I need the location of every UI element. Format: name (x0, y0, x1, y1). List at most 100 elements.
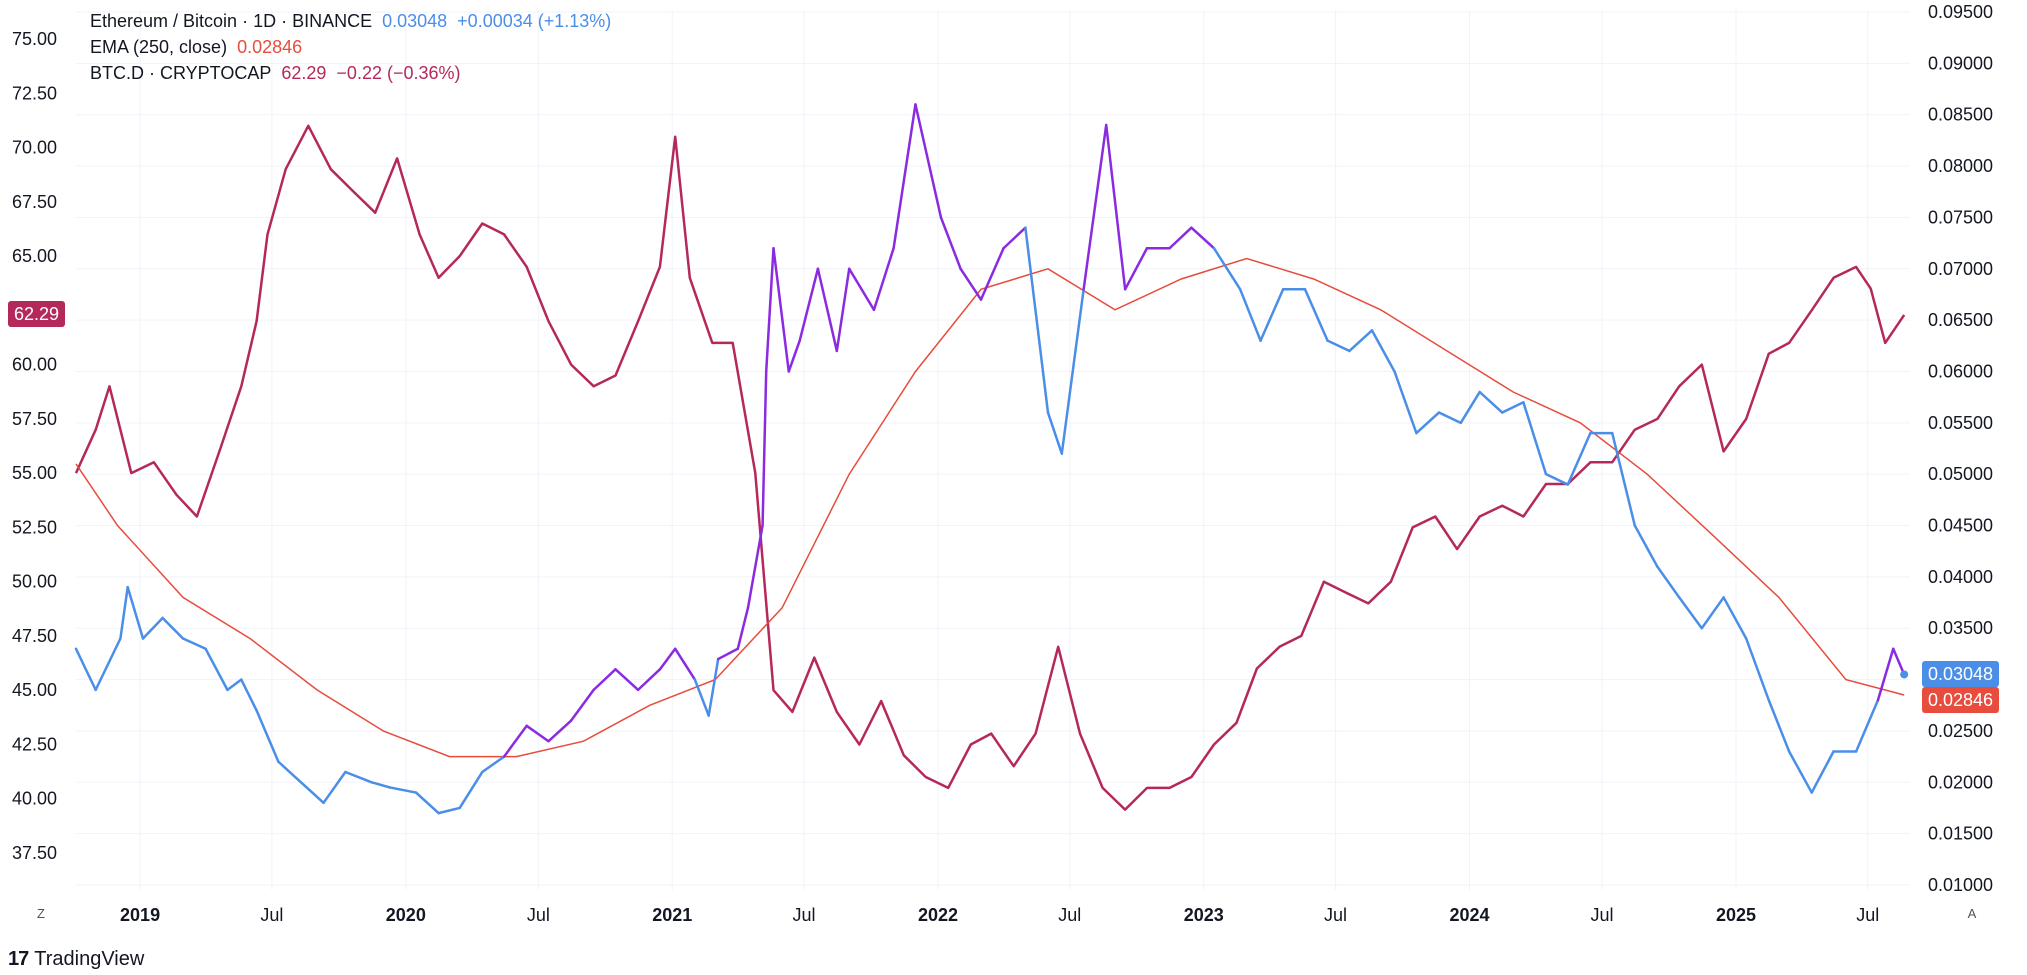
ethbtc-segment[interactable] (1190, 226, 1216, 250)
ethbtc-segment[interactable] (322, 770, 347, 805)
ethbtc-segment[interactable] (1415, 411, 1441, 435)
legend-main-series[interactable]: Ethereum / Bitcoin · 1D · BINANCE 0.03048… (90, 8, 621, 34)
ethbtc-segment[interactable] (939, 216, 962, 271)
ethbtc-segment[interactable] (1610, 431, 1637, 527)
ethbtc-segment[interactable] (119, 585, 129, 640)
ethbtc-segment[interactable] (1370, 329, 1396, 373)
ethbtc-segment[interactable] (636, 668, 662, 692)
ethbtc-segment[interactable] (872, 246, 895, 312)
auto-zoom-button[interactable]: Z (30, 903, 52, 925)
ethbtc-segment[interactable] (1501, 401, 1525, 414)
ethbtc-segment[interactable] (1700, 596, 1725, 630)
ethbtc-segment[interactable] (388, 786, 418, 794)
ethbtc-segment[interactable] (94, 637, 122, 692)
legend-main-change: +0.00034 (+1.13%) (457, 11, 612, 31)
right-axis-tick: 0.09500 (1928, 2, 1993, 22)
ethbtc-segment[interactable] (835, 267, 851, 353)
ethbtc-segment[interactable] (1303, 288, 1329, 342)
ethbtc-segment[interactable] (959, 267, 983, 301)
legend-ema-series[interactable]: EMA (250, close) 0.02846 (90, 34, 621, 60)
ethbtc-segment[interactable] (344, 770, 373, 784)
tradingview-brand[interactable]: 17 TradingView (8, 948, 144, 971)
ethbtc-segment[interactable] (658, 647, 677, 671)
ethbtc-segment[interactable] (1393, 370, 1418, 435)
ethbtc-segment[interactable] (707, 657, 720, 717)
ethbtc-segment[interactable] (437, 806, 461, 815)
ethbtc-segment[interactable] (226, 678, 243, 692)
ethbtc-segment[interactable] (1722, 596, 1748, 640)
ethbtc-segment[interactable] (716, 647, 740, 661)
ethbtc-segment[interactable] (126, 585, 145, 640)
ethbtc-segment[interactable] (181, 637, 207, 651)
ethbtc-segment[interactable] (761, 370, 768, 527)
ethbtc-segment[interactable] (569, 688, 595, 722)
ethbtc-segment[interactable] (1892, 647, 1906, 676)
ethbtc-segment[interactable] (370, 781, 392, 789)
ethbtc-segment[interactable] (772, 246, 791, 373)
ethbtc-segment[interactable] (525, 724, 550, 743)
ethbtc-segment[interactable] (764, 246, 775, 373)
ethbtc-segment[interactable] (1024, 226, 1050, 414)
btcd-line[interactable] (74, 124, 1906, 811)
legend-btcd-series[interactable]: BTC.D · CRYPTOCAP 62.29 −0.22 (−0.36%) (90, 60, 621, 86)
ethbtc-segment[interactable] (1459, 390, 1481, 425)
ethbtc-segment[interactable] (1656, 565, 1681, 599)
ethbtc-segment[interactable] (1544, 472, 1570, 486)
ethbtc-segment[interactable] (746, 524, 764, 609)
ethbtc-segment[interactable] (1326, 339, 1351, 353)
ethbtc-segment[interactable] (1677, 596, 1704, 630)
ethbtc-segment[interactable] (614, 668, 640, 692)
ethbtc-segment[interactable] (979, 246, 1005, 301)
ethbtc-segment[interactable] (1810, 750, 1835, 794)
ethbtc-segment[interactable] (1259, 288, 1285, 342)
ethbtc-segment[interactable] (1002, 226, 1027, 250)
ethbtc-segment[interactable] (1478, 390, 1504, 414)
ethbtc-last-point[interactable] (1900, 670, 1909, 679)
ethbtc-segment[interactable] (277, 760, 303, 784)
ethbtc-segment[interactable] (141, 616, 164, 640)
ethbtc-segment[interactable] (816, 267, 839, 353)
ethbtc-segment[interactable] (1437, 411, 1463, 425)
ethbtc-segment[interactable] (502, 724, 528, 758)
ethbtc-segment[interactable] (1348, 329, 1374, 353)
ethbtc-segment[interactable] (161, 616, 185, 640)
ethbtc-segment[interactable] (1522, 401, 1548, 476)
ethbtc-segment[interactable] (1238, 288, 1262, 342)
ema-line[interactable] (75, 257, 1905, 758)
ethbtc-segment[interactable] (240, 678, 258, 712)
ethbtc-segment[interactable] (736, 606, 750, 651)
ethbtc-segment[interactable] (592, 668, 617, 692)
ethbtc-segment[interactable] (693, 678, 710, 717)
right-axis-tick: 0.04000 (1928, 567, 1993, 587)
ethbtc-segment[interactable] (481, 755, 506, 774)
ethbtc-segment[interactable] (1104, 123, 1127, 291)
ethbtc-segment[interactable] (914, 103, 943, 219)
auto-scale-button[interactable]: A (1961, 903, 1983, 925)
ethbtc-segment[interactable] (458, 770, 484, 810)
ethbtc-segment[interactable] (1212, 246, 1242, 291)
ethbtc-segment[interactable] (414, 791, 440, 815)
ethbtc-segment[interactable] (1060, 288, 1085, 455)
ethbtc-segment[interactable] (1854, 698, 1880, 753)
ethbtc-segment[interactable] (1876, 647, 1895, 702)
ethbtc-segment[interactable] (204, 647, 229, 692)
ethbtc-segment[interactable] (787, 339, 801, 373)
ethbtc-segment[interactable] (1566, 431, 1592, 486)
ethbtc-segment[interactable] (1082, 123, 1108, 291)
ethbtc-segment[interactable] (1168, 226, 1193, 250)
ethbtc-segment[interactable] (1633, 524, 1659, 568)
ethbtc-segment[interactable] (847, 267, 876, 312)
ethbtc-segment[interactable] (1123, 246, 1149, 291)
ethbtc-segment[interactable] (1046, 411, 1064, 455)
ethbtc-segment[interactable] (1744, 637, 1771, 702)
ethbtc-segment[interactable] (673, 647, 697, 681)
ethbtc-segment[interactable] (299, 781, 325, 805)
ethbtc-segment[interactable] (798, 267, 820, 342)
ethbtc-segment[interactable] (1767, 698, 1791, 753)
ethbtc-segment[interactable] (255, 709, 280, 764)
ethbtc-segment[interactable] (547, 719, 573, 743)
ethbtc-segment[interactable] (1787, 750, 1813, 794)
ethbtc-segment[interactable] (892, 103, 917, 250)
ethbtc-segment[interactable] (74, 647, 97, 692)
